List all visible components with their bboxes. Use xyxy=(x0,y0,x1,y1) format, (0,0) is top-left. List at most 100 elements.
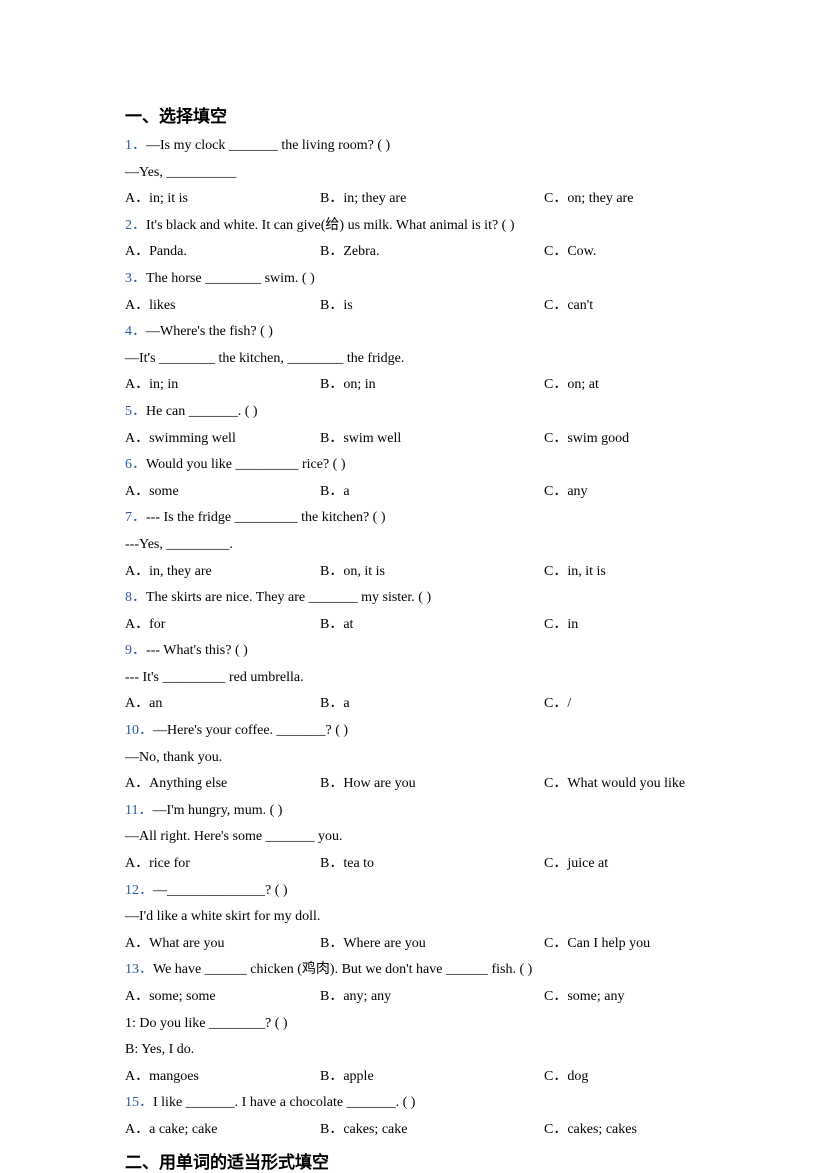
question-2-options: A．Panda. B．Zebra. C．Cow. xyxy=(125,239,701,266)
question-1-extra: —Yes, __________ xyxy=(125,160,701,187)
option-b: B．a xyxy=(320,691,544,718)
question-10-options: A．Anything else B．How are you C．What wou… xyxy=(125,771,701,798)
question-3: 3．The horse ________ swim. ( ) xyxy=(125,266,701,293)
option-a: A．mangoes xyxy=(125,1064,320,1091)
question-text: —______________? ( ) xyxy=(153,883,288,898)
question-text: Would you like _________ rice? ( ) xyxy=(146,457,346,472)
question-14-line2: B: Yes, I do. xyxy=(125,1037,701,1064)
question-12-options: A．What are you B．Where are you C．Can I h… xyxy=(125,931,701,958)
option-b: B．tea to xyxy=(320,851,544,878)
option-b: B．Where are you xyxy=(320,931,544,958)
question-text: —Where's the fish? ( ) xyxy=(146,324,273,339)
question-10-extra: —No, thank you. xyxy=(125,745,701,772)
question-number: 6． xyxy=(125,457,146,472)
option-b: B．a xyxy=(320,479,544,506)
option-c: C．dog xyxy=(544,1064,701,1091)
option-a: A．in; in xyxy=(125,372,320,399)
option-c: C．in, it is xyxy=(544,559,701,586)
option-c: C．juice at xyxy=(544,851,701,878)
question-12-extra: —I'd like a white skirt for my doll. xyxy=(125,904,701,931)
question-number: 3． xyxy=(125,271,146,286)
question-number: 11． xyxy=(125,803,152,818)
option-c: C．in xyxy=(544,612,701,639)
question-13: 13．We have ______ chicken (鸡肉). But we d… xyxy=(125,957,701,984)
question-7: 7．--- Is the fridge _________ the kitche… xyxy=(125,505,701,532)
option-a: A．in, they are xyxy=(125,559,320,586)
question-text: The horse ________ swim. ( ) xyxy=(146,271,315,286)
question-text: It's black and white. It can give(给) us … xyxy=(146,218,515,233)
option-a: A．in; it is xyxy=(125,186,320,213)
option-b: B．any; any xyxy=(320,984,544,1011)
question-1-options: A．in; it is B．in; they are C．on; they ar… xyxy=(125,186,701,213)
question-number: 12． xyxy=(125,883,153,898)
question-number: 10． xyxy=(125,723,153,738)
option-b: B．on; in xyxy=(320,372,544,399)
option-c: C．Cow. xyxy=(544,239,701,266)
question-2: 2．It's black and white. It can give(给) u… xyxy=(125,213,701,240)
option-b: B．swim well xyxy=(320,426,544,453)
question-10: 10．—Here's your coffee. _______? ( ) xyxy=(125,718,701,745)
option-c: C．can't xyxy=(544,293,701,320)
question-5: 5．He can _______. ( ) xyxy=(125,399,701,426)
question-number: 2． xyxy=(125,218,146,233)
question-3-options: A．likes B．is C．can't xyxy=(125,293,701,320)
question-number: 5． xyxy=(125,404,146,419)
option-b: B．at xyxy=(320,612,544,639)
option-c: C．/ xyxy=(544,691,701,718)
worksheet-page: 一、选择填空 1．—Is my clock _______ the living… xyxy=(0,0,826,1169)
option-a: A．likes xyxy=(125,293,320,320)
question-15: 15．I like _______. I have a chocolate __… xyxy=(125,1090,701,1117)
option-b: B．cakes; cake xyxy=(320,1117,544,1144)
question-number: 15． xyxy=(125,1095,153,1110)
option-a: A．Anything else xyxy=(125,771,320,798)
option-c: C．some; any xyxy=(544,984,701,1011)
question-5-options: A．swimming well B．swim well C．swim good xyxy=(125,426,701,453)
question-text: He can _______. ( ) xyxy=(146,404,258,419)
option-a: A．a cake; cake xyxy=(125,1117,320,1144)
option-b: B．in; they are xyxy=(320,186,544,213)
question-7-options: A．in, they are B．on, it is C．in, it is xyxy=(125,559,701,586)
question-text: —I'm hungry, mum. ( ) xyxy=(152,803,282,818)
question-1: 1．—Is my clock _______ the living room? … xyxy=(125,133,701,160)
option-c: C．cakes; cakes xyxy=(544,1117,701,1144)
option-a: A．rice for xyxy=(125,851,320,878)
option-c: C．on; at xyxy=(544,372,701,399)
question-11-extra: —All right. Here's some _______ you. xyxy=(125,824,701,851)
question-13-options: A．some; some B．any; any C．some; any xyxy=(125,984,701,1011)
question-number: 7． xyxy=(125,510,146,525)
question-15-options: A．a cake; cake B．cakes; cake C．cakes; ca… xyxy=(125,1117,701,1144)
question-11: 11．—I'm hungry, mum. ( ) xyxy=(125,798,701,825)
question-9: 9．--- What's this? ( ) xyxy=(125,638,701,665)
question-4-options: A．in; in B．on; in C．on; at xyxy=(125,372,701,399)
option-a: A．some xyxy=(125,479,320,506)
question-text: --- Is the fridge _________ the kitchen?… xyxy=(146,510,385,525)
question-text: —Here's your coffee. _______? ( ) xyxy=(153,723,348,738)
question-number: 9． xyxy=(125,643,146,658)
option-c: C．any xyxy=(544,479,701,506)
question-9-options: A．an B．a C．/ xyxy=(125,691,701,718)
question-8: 8．The skirts are nice. They are _______ … xyxy=(125,585,701,612)
section1-title: 一、选择填空 xyxy=(125,102,701,127)
option-a: A．for xyxy=(125,612,320,639)
option-c: C．Can I help you xyxy=(544,931,701,958)
option-b: B．apple xyxy=(320,1064,544,1091)
option-c: C．What would you like xyxy=(544,771,701,798)
question-14-options: A．mangoes B．apple C．dog xyxy=(125,1064,701,1091)
option-a: A．an xyxy=(125,691,320,718)
question-4-extra: —It's ________ the kitchen, ________ the… xyxy=(125,346,701,373)
question-text: We have ______ chicken (鸡肉). But we don'… xyxy=(153,962,532,977)
question-text: —Is my clock _______ the living room? ( … xyxy=(146,138,390,153)
question-text: I like _______. I have a chocolate _____… xyxy=(153,1095,415,1110)
question-4: 4．—Where's the fish? ( ) xyxy=(125,319,701,346)
question-number: 1． xyxy=(125,138,146,153)
question-9-extra: --- It's _________ red umbrella. xyxy=(125,665,701,692)
question-text: --- What's this? ( ) xyxy=(146,643,248,658)
option-a: A．some; some xyxy=(125,984,320,1011)
option-c: C．swim good xyxy=(544,426,701,453)
question-6: 6．Would you like _________ rice? ( ) xyxy=(125,452,701,479)
option-b: B．How are you xyxy=(320,771,544,798)
option-b: B．on, it is xyxy=(320,559,544,586)
question-8-options: A．for B．at C．in xyxy=(125,612,701,639)
option-a: A．Panda. xyxy=(125,239,320,266)
question-6-options: A．some B．a C．any xyxy=(125,479,701,506)
